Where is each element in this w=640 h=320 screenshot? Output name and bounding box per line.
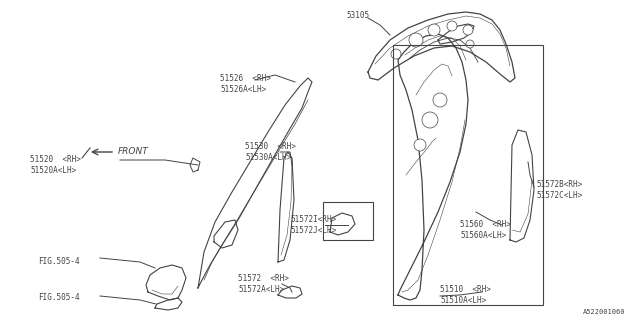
Circle shape xyxy=(433,93,447,107)
Circle shape xyxy=(391,49,401,59)
Polygon shape xyxy=(198,78,312,288)
Text: 51526  <RH>
51526A<LH>: 51526 <RH> 51526A<LH> xyxy=(220,74,271,94)
Text: 51572B<RH>
51572C<LH>: 51572B<RH> 51572C<LH> xyxy=(536,180,582,200)
Polygon shape xyxy=(368,12,515,82)
Polygon shape xyxy=(438,24,474,44)
Polygon shape xyxy=(278,286,302,298)
Polygon shape xyxy=(146,265,186,300)
Text: 51572  <RH>
51572A<LH>: 51572 <RH> 51572A<LH> xyxy=(238,274,289,294)
Text: FIG.505-4: FIG.505-4 xyxy=(38,258,79,267)
Polygon shape xyxy=(398,34,468,300)
Bar xyxy=(323,202,373,240)
Circle shape xyxy=(466,40,474,48)
Circle shape xyxy=(447,21,457,31)
Text: 51560  <RH>
51560A<LH>: 51560 <RH> 51560A<LH> xyxy=(460,220,511,240)
Polygon shape xyxy=(510,130,534,242)
Text: 51510  <RH>
51510A<LH>: 51510 <RH> 51510A<LH> xyxy=(440,285,491,305)
Bar xyxy=(393,45,543,305)
Circle shape xyxy=(463,25,473,35)
Polygon shape xyxy=(190,158,200,172)
Circle shape xyxy=(409,33,423,47)
Polygon shape xyxy=(278,152,294,262)
Polygon shape xyxy=(214,220,238,248)
Text: FRONT: FRONT xyxy=(118,148,148,156)
Text: 51520  <RH>
51520A<LH>: 51520 <RH> 51520A<LH> xyxy=(30,155,81,175)
Text: 51572I<RH>
51572J<LH>: 51572I<RH> 51572J<LH> xyxy=(290,215,336,235)
Text: 53105: 53105 xyxy=(347,12,370,20)
Polygon shape xyxy=(330,213,355,235)
Text: FIG.505-4: FIG.505-4 xyxy=(38,293,79,302)
Circle shape xyxy=(428,24,440,36)
Text: A522001060: A522001060 xyxy=(582,309,625,315)
Polygon shape xyxy=(155,298,182,310)
Circle shape xyxy=(414,139,426,151)
Circle shape xyxy=(422,112,438,128)
Text: 51530  <RH>
51530A<LH>: 51530 <RH> 51530A<LH> xyxy=(245,142,296,162)
